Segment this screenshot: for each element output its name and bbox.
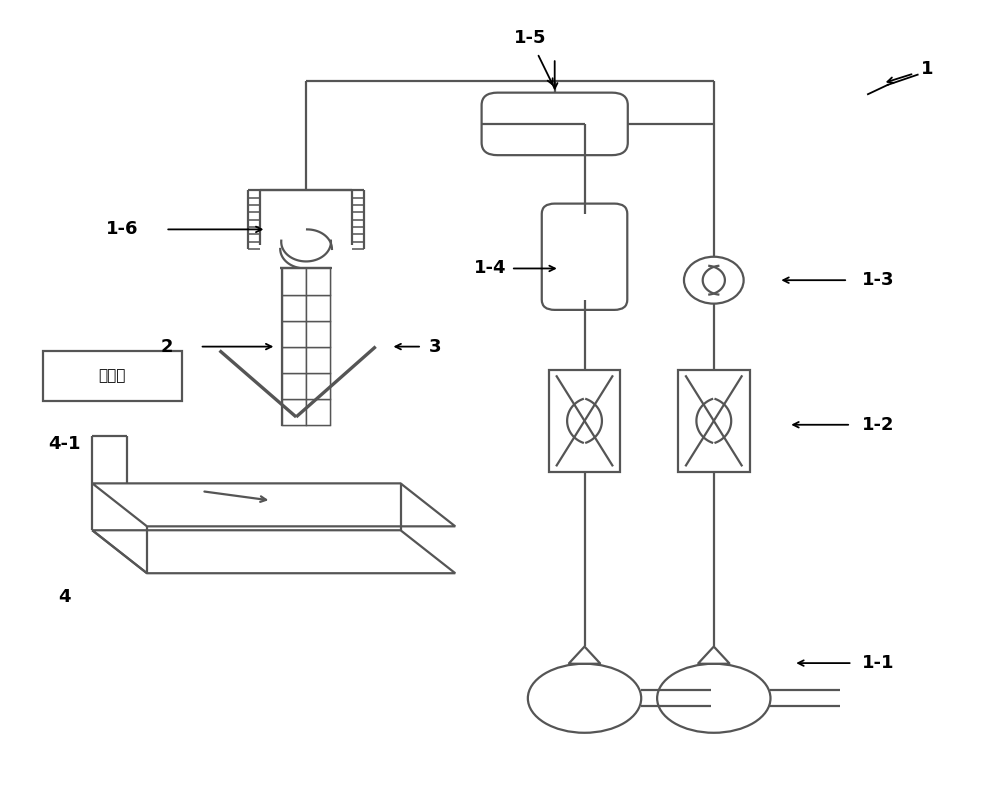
Text: 1-4: 1-4 [474,260,506,278]
Text: 4: 4 [58,588,71,606]
Polygon shape [92,530,455,573]
Bar [306,373,330,399]
Text: 1-2: 1-2 [862,416,894,434]
Polygon shape [282,399,306,425]
Bar [282,399,306,425]
Text: 1: 1 [921,60,934,78]
Text: 4-1: 4-1 [48,435,81,453]
FancyBboxPatch shape [482,93,628,155]
Bar [282,268,306,294]
Text: 1-3: 1-3 [862,272,894,289]
Text: 3: 3 [429,338,442,356]
Polygon shape [698,647,730,663]
Text: 2: 2 [161,338,173,356]
Bar [306,399,330,425]
Polygon shape [306,268,330,294]
Ellipse shape [528,663,641,733]
Polygon shape [306,320,330,346]
FancyBboxPatch shape [542,204,627,310]
Ellipse shape [657,663,770,733]
Bar [282,294,306,320]
Bar [306,346,330,373]
Bar [306,294,330,320]
Polygon shape [282,346,306,373]
Bar [282,268,330,425]
Bar [282,346,306,373]
Bar [43,350,182,401]
Polygon shape [306,373,330,399]
Polygon shape [569,647,600,663]
Polygon shape [282,294,306,320]
Text: 激光器: 激光器 [98,368,126,383]
Bar [306,320,330,346]
Text: 1-6: 1-6 [106,220,138,238]
Bar [282,373,306,399]
Text: 1-5: 1-5 [514,29,546,47]
Polygon shape [92,483,455,527]
Bar [282,320,306,346]
Bar [678,370,750,471]
Text: 1-1: 1-1 [862,654,894,672]
Circle shape [684,257,744,304]
Bar [549,370,620,471]
Bar [306,268,330,294]
